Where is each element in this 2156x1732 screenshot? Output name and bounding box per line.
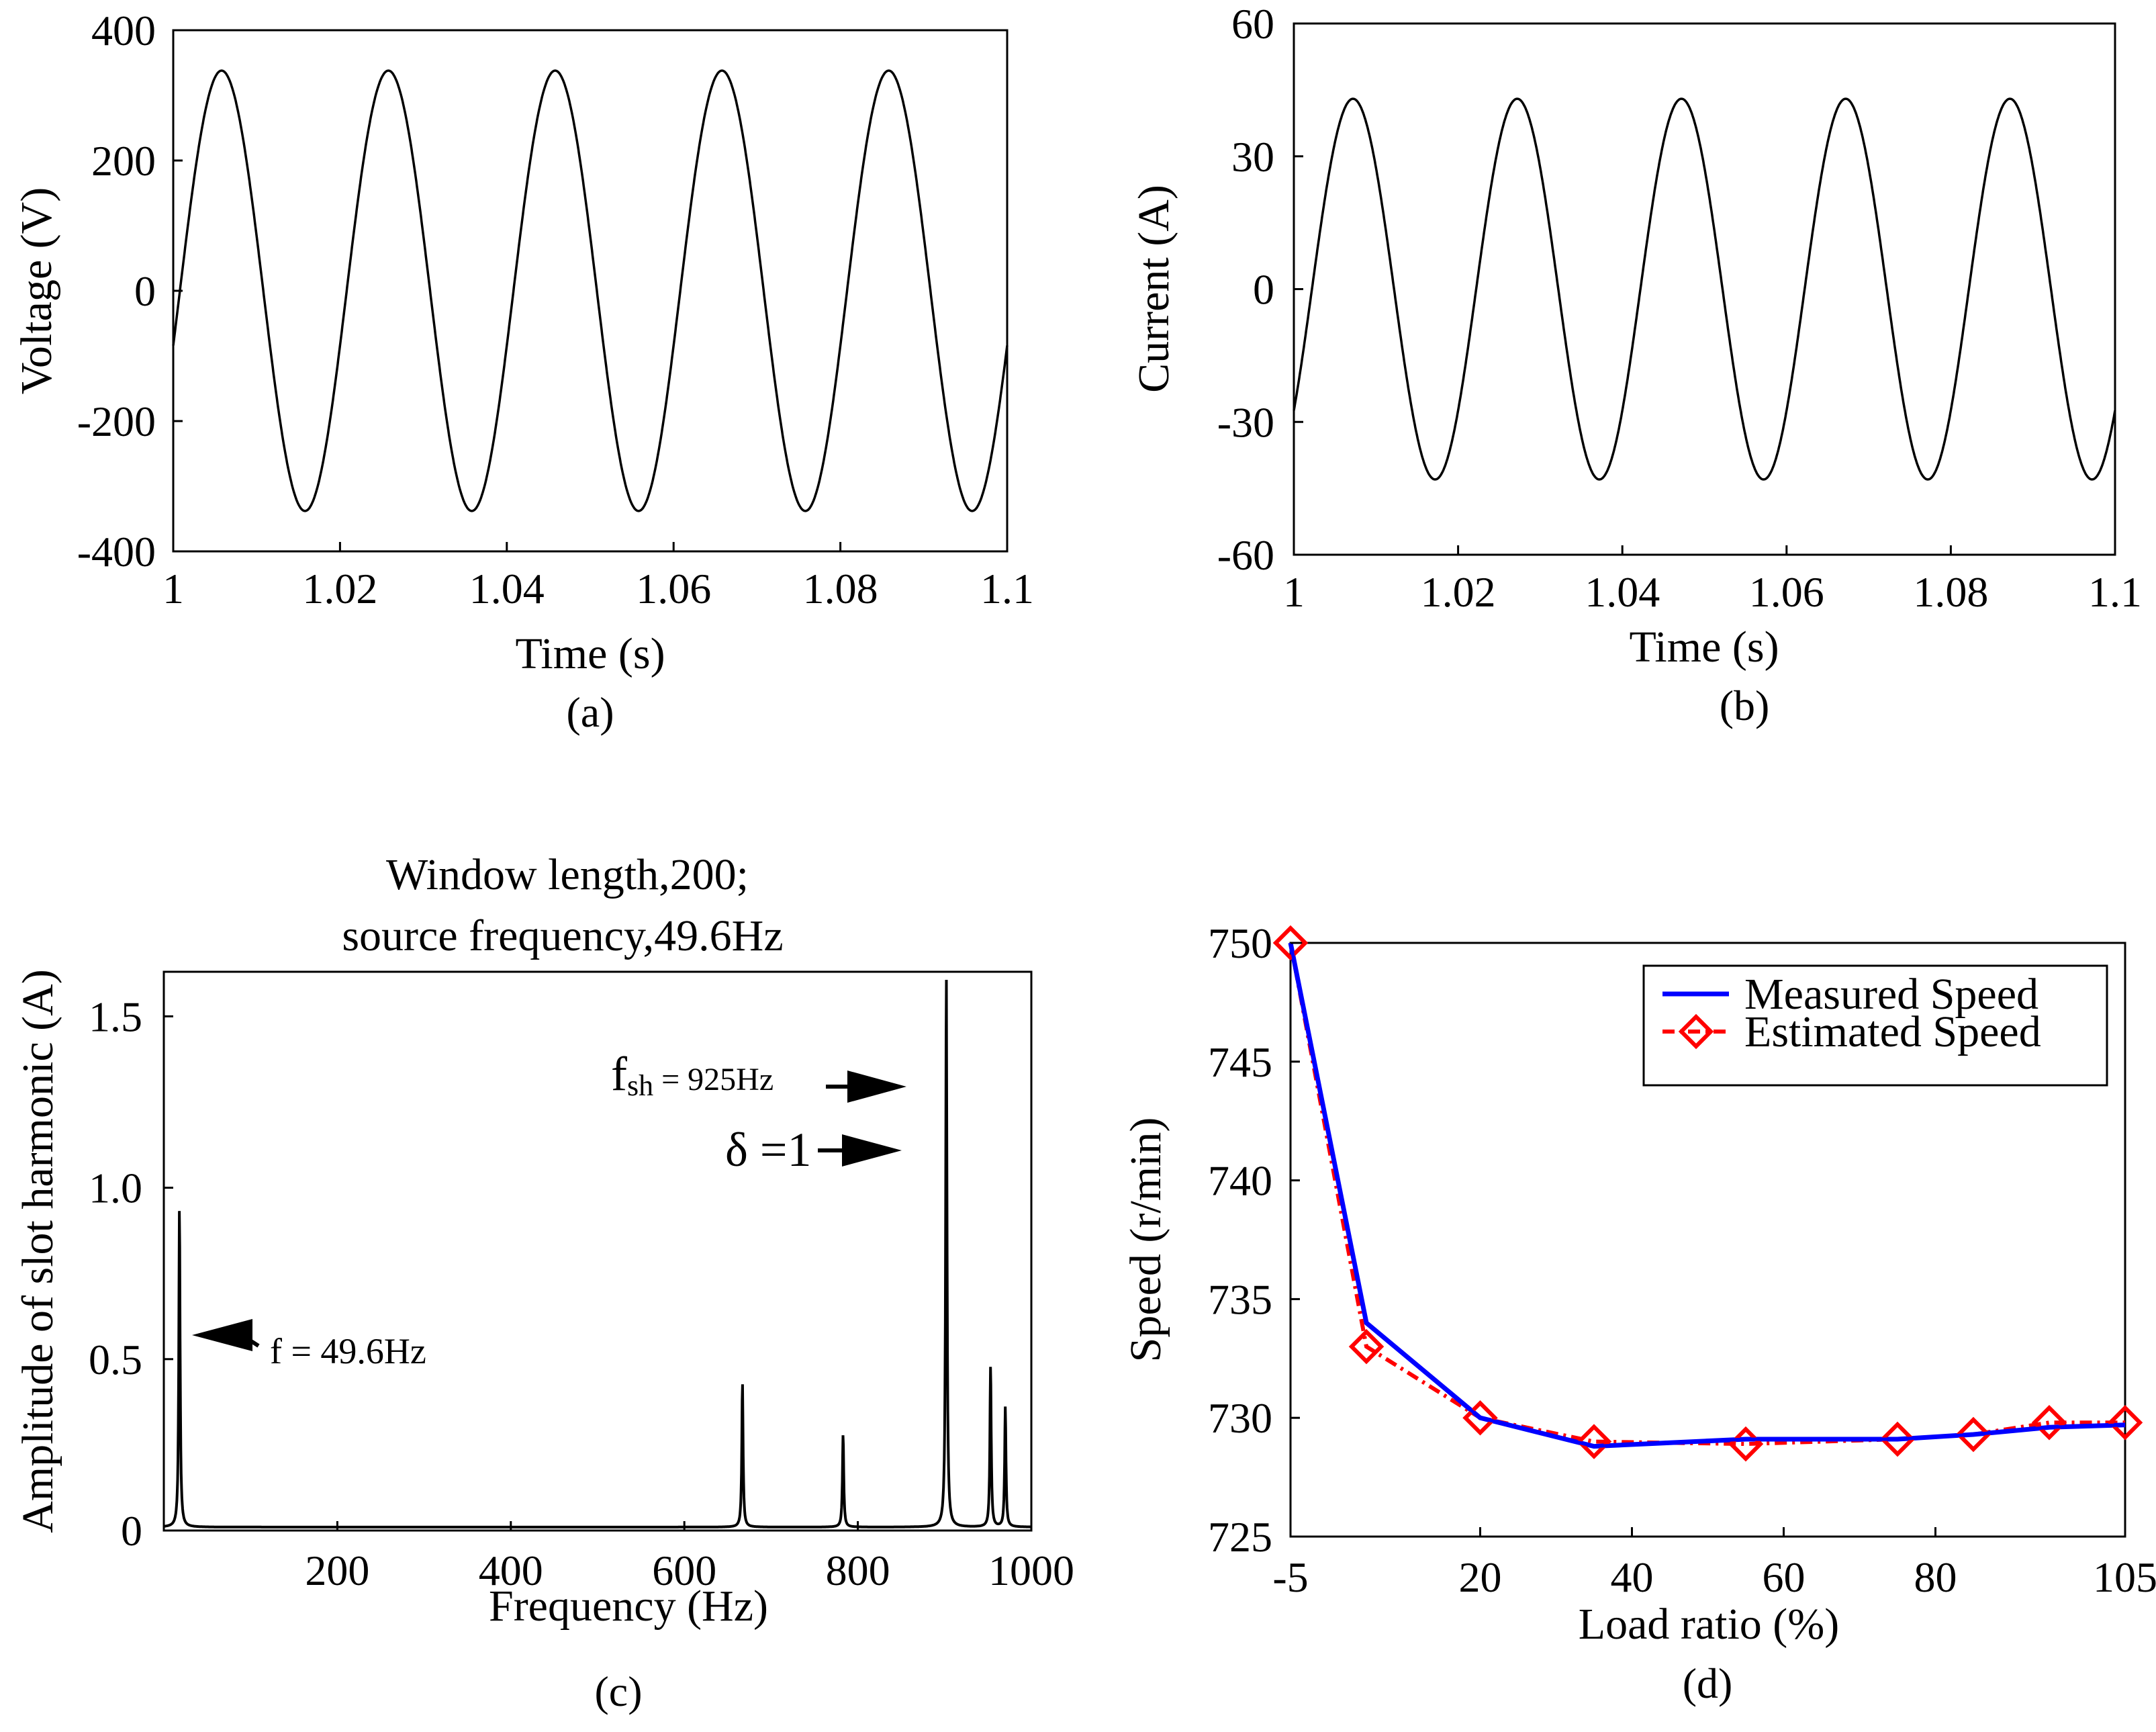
panel-c-ytick-label: 1.0: [89, 1165, 142, 1212]
panel-c-xtick-label: 200: [305, 1547, 369, 1594]
panel-b-xtick-label: 1.1: [2088, 568, 2142, 616]
panel-b-frame: [1293, 22, 2116, 556]
panel-c-spectrum: 200 400 600 800 1000 1.5 1.0 0.5 0 Window lengt…: [13, 850, 1074, 1715]
panel-c-fsh-arrow-icon: [826, 1070, 906, 1103]
panel-d-ytick-label: 725: [1208, 1513, 1272, 1561]
panel-d-xtick-label: 20: [1459, 1553, 1502, 1601]
estimated-point-marker: [2107, 1405, 2143, 1441]
panel-c-frame: [162, 970, 1033, 1532]
panel-a-xtick-label: 1.08: [803, 565, 878, 612]
panel-d-xtick-label: 80: [1914, 1553, 1957, 1601]
estimated-point-marker: [1272, 925, 1309, 961]
panel-d-xlabel: Load ratio (%): [1579, 1600, 1840, 1649]
panel-b-current-waveform: [1293, 97, 2116, 481]
panel-c-fsh-symbol: f: [611, 1047, 627, 1101]
panel-a-ylabel: Voltage (V): [12, 187, 61, 395]
panel-c-title-line2: source frequency,49.6Hz: [342, 911, 783, 960]
panel-c-delta-arrow-icon: [818, 1134, 902, 1167]
panel-b-xlabel: Time (s): [1629, 623, 1779, 672]
panel-b-ytick-label: 60: [1231, 0, 1274, 48]
panel-d-caption: (d): [1683, 1659, 1733, 1707]
panel-b-ytick-label: 0: [1253, 266, 1274, 314]
legend-label-estimated: Estimated Speed: [1744, 1007, 2041, 1056]
panel-c-fsh-label: fsh = 925Hz: [611, 1047, 774, 1102]
estimated-point-marker: [1462, 1400, 1498, 1436]
panel-b-caption: (b): [1720, 682, 1770, 729]
panel-a-xtick-label: 1.04: [469, 565, 545, 612]
panel-a-voltage-waveform: [172, 69, 1009, 512]
panel-c-xtick-label: 1000: [988, 1547, 1074, 1594]
panel-b-ylabel: Current (A): [1129, 185, 1178, 393]
panel-c-ylabel: Amplitude of slot harmonic (A): [13, 969, 62, 1533]
panel-a-ytick-label: 0: [134, 267, 156, 315]
panel-b-xtick-label: 1: [1283, 568, 1305, 616]
panel-c-caption: (c): [594, 1668, 642, 1715]
panel-d-ytick-label: 730: [1208, 1394, 1272, 1442]
panel-d-xtick-label: 60: [1763, 1553, 1806, 1601]
series-line-measured-overlay: [1288, 942, 2126, 1449]
legend-label-measured: Measured Speed: [1744, 970, 2038, 1019]
panel-d-xtick-label: -5: [1272, 1553, 1308, 1601]
panel-c-ytick-label: 1.5: [89, 993, 142, 1040]
panel-b-ytick-label: -30: [1217, 398, 1274, 446]
panel-c-ytick-label: 0: [121, 1507, 142, 1555]
panel-a-ytick-label: -400: [77, 528, 156, 576]
estimated-point-marker: [2031, 1405, 2067, 1441]
panel-d-legend: Measured Speed Estimated Speed: [1642, 964, 2108, 1087]
panel-a-ytick-label: 400: [91, 7, 156, 54]
panel-b-xtick-label: 1.02: [1421, 568, 1496, 616]
estimated-point-marker: [1348, 1328, 1385, 1365]
panel-c-delta-label: δ =1: [725, 1123, 812, 1177]
panel-c-title-line1: Window length,200;: [386, 850, 749, 899]
panel-c-ytick-label: 0.5: [89, 1336, 142, 1383]
panel-d-speed: -5 20 40 60 80 105 750 745 740 735 730 725 Load ra…: [1121, 919, 2156, 1707]
panel-b-xtick-label: 1.08: [1913, 568, 1988, 616]
panel-d-ytick-label: 735: [1208, 1275, 1272, 1323]
estimated-point-marker: [1879, 1421, 1916, 1457]
panel-a-xtick-label: 1: [162, 565, 184, 612]
panel-d-ytick-label: 750: [1208, 919, 1272, 967]
panel-a-caption: (a): [566, 688, 614, 736]
panel-b-xtick-label: 1.04: [1585, 568, 1660, 616]
panel-a-ytick-label: -200: [77, 398, 156, 445]
panel-c-f-label: f = 49.6Hz: [270, 1331, 426, 1371]
panel-d-xtick-label: 40: [1611, 1553, 1654, 1601]
panel-c-fsh-subscript: sh: [627, 1069, 653, 1102]
panel-b-ytick-label: 30: [1231, 133, 1274, 181]
panel-d-xtick-label: 105: [2093, 1553, 2156, 1601]
panel-c-xtick-label: 600: [652, 1547, 716, 1594]
panel-d-ylabel: Speed (r/min): [1121, 1118, 1170, 1363]
panel-d-ytick-label: 740: [1208, 1157, 1272, 1205]
panel-b-current: 1 1.02 1.04 1.06 1.08 1.1 60 30 0 -30 -60 Time (s…: [1129, 0, 2142, 729]
panel-a-xtick-label: 1.1: [980, 565, 1034, 612]
panel-d-ytick-label: 745: [1208, 1038, 1272, 1086]
panel-a-ytick-label: 200: [91, 137, 156, 185]
panel-a-voltage: 1 1.02 1.04 1.06 1.08 1.1 400 200 0 -200 -400 Tim…: [12, 7, 1034, 736]
panel-b-xtick-label: 1.06: [1749, 568, 1824, 616]
panel-a-xtick-label: 1.02: [302, 565, 377, 612]
panel-a-xtick-label: 1.06: [636, 565, 711, 612]
estimated-point-marker: [1955, 1416, 1991, 1453]
panel-c-spectrum-line: [164, 979, 1031, 1529]
legend-marker-estimated: [1678, 1013, 1714, 1050]
estimated-point-marker: [1576, 1424, 1612, 1459]
panel-c-xtick-label: 400: [479, 1547, 543, 1594]
panel-a-frame: [172, 29, 1009, 553]
panel-b-ytick-label: -60: [1217, 531, 1274, 579]
panel-a-xlabel: Time (s): [515, 629, 665, 678]
panel-d-frame: [1289, 942, 2126, 1538]
panel-c-f-arrow-icon: [192, 1319, 260, 1351]
panel-c-xtick-label: 800: [826, 1547, 890, 1594]
panel-c-xlabel: Frequency (Hz): [489, 1582, 768, 1631]
panel-c-fsh-value: = 925Hz: [653, 1062, 774, 1097]
panel-d-legend-box: [1642, 964, 2108, 1087]
